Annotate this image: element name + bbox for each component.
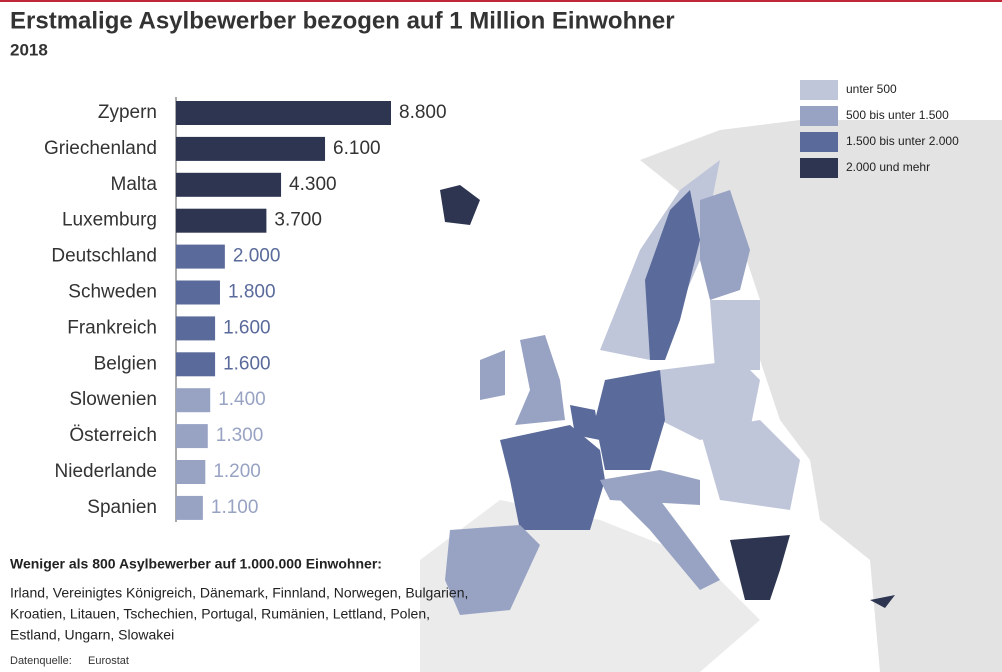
bar: [176, 136, 326, 161]
value-label: 1.200: [213, 461, 261, 482]
note-line: Irland, Vereinigtes Königreich, Dänemark…: [10, 585, 468, 601]
value-label: 2.000: [233, 246, 281, 267]
value-label: 3.700: [274, 210, 322, 231]
note-line: Estland, Ungarn, Slowakei: [10, 627, 174, 643]
map-baltics: [710, 300, 760, 370]
map-sweden: [645, 190, 700, 360]
map-ireland: [480, 350, 505, 400]
bar: [176, 388, 211, 413]
map-finland: [700, 190, 750, 300]
category-label: Slowenien: [69, 389, 157, 410]
legend-label: unter 500: [846, 82, 897, 96]
legend-label: 2.000 und mehr: [846, 160, 930, 174]
note-title: Weniger als 800 Asylbewerber auf 1.000.0…: [10, 556, 382, 572]
category-label: Luxemburg: [62, 210, 157, 231]
source: Eurostat: [88, 655, 129, 667]
map-greece: [730, 535, 790, 600]
value-label: 4.300: [289, 174, 337, 195]
legend-label: 500 bis unter 1.500: [846, 108, 949, 122]
value-label: 1.800: [228, 282, 276, 303]
category-label: Schweden: [68, 282, 157, 303]
note-line: Kroatien, Litauen, Tschechien, Portugal,…: [10, 606, 430, 622]
map-austria: [600, 470, 700, 505]
map: [420, 120, 1002, 672]
category-label: Griechenland: [44, 138, 157, 159]
bar: [176, 280, 220, 305]
bar: [176, 172, 282, 197]
map-germany: [595, 370, 665, 470]
chart-subtitle: 2018: [10, 40, 48, 59]
legend-swatch: [800, 158, 838, 178]
value-label: 1.600: [223, 317, 271, 338]
map-east: [700, 420, 800, 510]
category-label: Belgien: [94, 353, 157, 374]
bar: [176, 101, 391, 125]
legend-swatch: [800, 106, 838, 126]
category-label: Deutschland: [51, 246, 157, 267]
source-label: Datenquelle:: [10, 655, 72, 667]
map-iceland: [440, 185, 480, 225]
category-label: Malta: [111, 174, 158, 195]
value-label: 1.100: [211, 497, 259, 518]
bar: [176, 460, 206, 484]
map-france: [500, 425, 605, 530]
value-label: 6.100: [333, 138, 381, 159]
category-label: Spanien: [87, 497, 157, 518]
category-label: Zypern: [98, 102, 157, 123]
legend-swatch: [800, 132, 838, 152]
value-label: 1.300: [216, 425, 264, 446]
map-poland: [660, 360, 760, 440]
category-label: Frankreich: [67, 317, 157, 338]
bar: [176, 424, 208, 449]
chart-title: Erstmalige Asylbewerber bezogen auf 1 Mi…: [10, 7, 675, 34]
bar: [176, 208, 267, 233]
category-label: Österreich: [69, 425, 157, 446]
legend-swatch: [800, 80, 838, 100]
map-land: [640, 120, 1002, 672]
value-label: 8.800: [399, 102, 447, 123]
value-label: 1.600: [223, 353, 271, 374]
bar: [176, 244, 225, 269]
legend-label: 1.500 bis unter 2.000: [846, 134, 959, 148]
bar: [176, 352, 216, 377]
map-italy: [620, 500, 720, 590]
map-spain: [445, 525, 540, 615]
map-cyprus: [870, 595, 895, 608]
map-uk: [515, 335, 565, 425]
value-label: 1.400: [218, 389, 266, 410]
bar: [176, 316, 216, 341]
category-label: Niederlande: [55, 461, 157, 482]
bar: [176, 495, 203, 520]
